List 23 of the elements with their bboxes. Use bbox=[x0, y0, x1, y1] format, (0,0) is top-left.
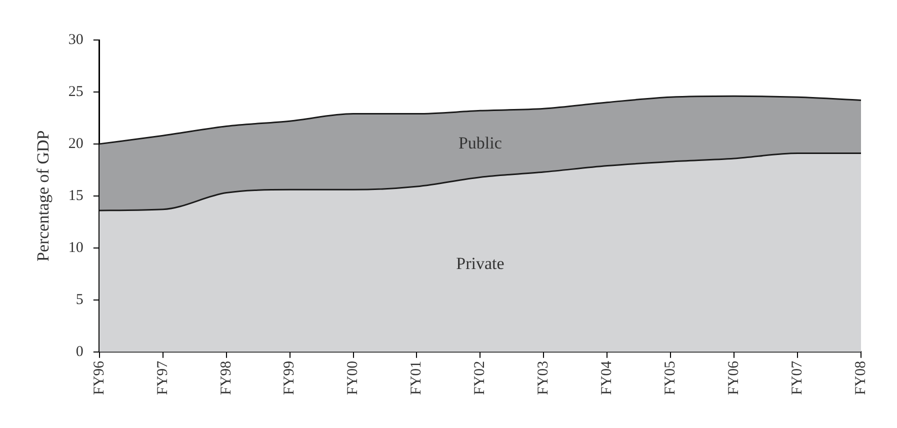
x-tick-label: FY98 bbox=[218, 360, 234, 396]
series-label: Public bbox=[458, 133, 502, 152]
x-tick-label: FY99 bbox=[282, 360, 298, 396]
x-tick-label: FY06 bbox=[726, 360, 742, 396]
y-tick-label: 10 bbox=[68, 240, 84, 256]
y-tick-label: 25 bbox=[68, 84, 84, 100]
x-tick-label: FY00 bbox=[345, 360, 362, 396]
y-tick-label: 30 bbox=[68, 32, 84, 48]
y-tick-label: 5 bbox=[76, 292, 84, 308]
x-tick-label: FY97 bbox=[154, 360, 171, 396]
x-tick-label: FY01 bbox=[408, 360, 425, 396]
y-axis-title: Percentage of GDP bbox=[34, 130, 53, 262]
x-tick-label: FY02 bbox=[472, 360, 488, 396]
x-tick-label: FY04 bbox=[599, 360, 616, 396]
series-label: Private bbox=[456, 254, 504, 273]
x-tick-label: FY96 bbox=[91, 360, 108, 396]
x-tick-label: FY03 bbox=[536, 360, 552, 396]
y-tick-label: 15 bbox=[68, 188, 84, 204]
y-tick-label: 0 bbox=[76, 344, 84, 360]
x-tick-label: FY07 bbox=[789, 360, 806, 396]
x-tick-label: FY08 bbox=[852, 360, 869, 396]
y-tick-label: 20 bbox=[68, 136, 84, 152]
x-tick-label: FY05 bbox=[662, 360, 679, 396]
